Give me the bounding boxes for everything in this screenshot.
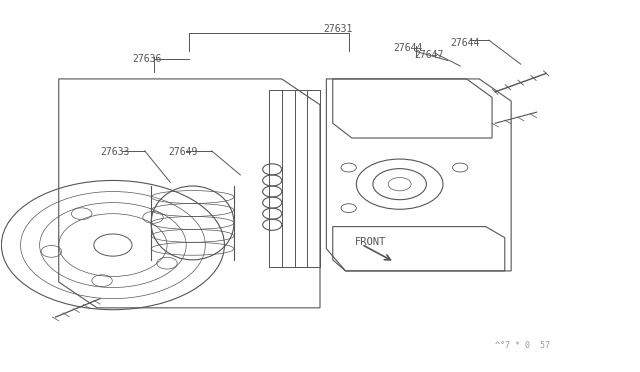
Text: 27644: 27644	[394, 43, 422, 53]
Text: 27636: 27636	[132, 54, 161, 64]
Text: 27633: 27633	[100, 147, 129, 157]
Text: 27631: 27631	[323, 24, 353, 34]
Text: 27647: 27647	[414, 50, 444, 60]
Text: 27644: 27644	[451, 38, 480, 48]
Text: FRONT: FRONT	[355, 237, 387, 247]
Text: 27649: 27649	[168, 147, 198, 157]
Text: ^°7 * 0  57: ^°7 * 0 57	[495, 341, 550, 350]
